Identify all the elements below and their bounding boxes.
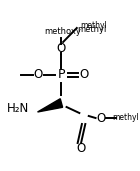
Text: methyl: methyl xyxy=(80,22,107,30)
Bar xyxy=(58,70,65,80)
Text: O: O xyxy=(96,111,105,124)
Bar xyxy=(81,71,88,78)
Text: O: O xyxy=(76,141,86,155)
Bar xyxy=(97,115,104,122)
Text: P: P xyxy=(58,69,65,82)
Text: methyl: methyl xyxy=(113,114,139,122)
Text: methyl: methyl xyxy=(77,25,106,35)
Text: H₂N: H₂N xyxy=(7,102,29,115)
Bar xyxy=(58,44,65,51)
Text: O: O xyxy=(34,69,43,82)
Text: O: O xyxy=(80,69,89,82)
Bar xyxy=(35,71,42,78)
Text: O: O xyxy=(57,42,66,55)
Text: methoxy: methoxy xyxy=(45,28,82,36)
Bar xyxy=(78,144,84,152)
Polygon shape xyxy=(38,99,63,112)
